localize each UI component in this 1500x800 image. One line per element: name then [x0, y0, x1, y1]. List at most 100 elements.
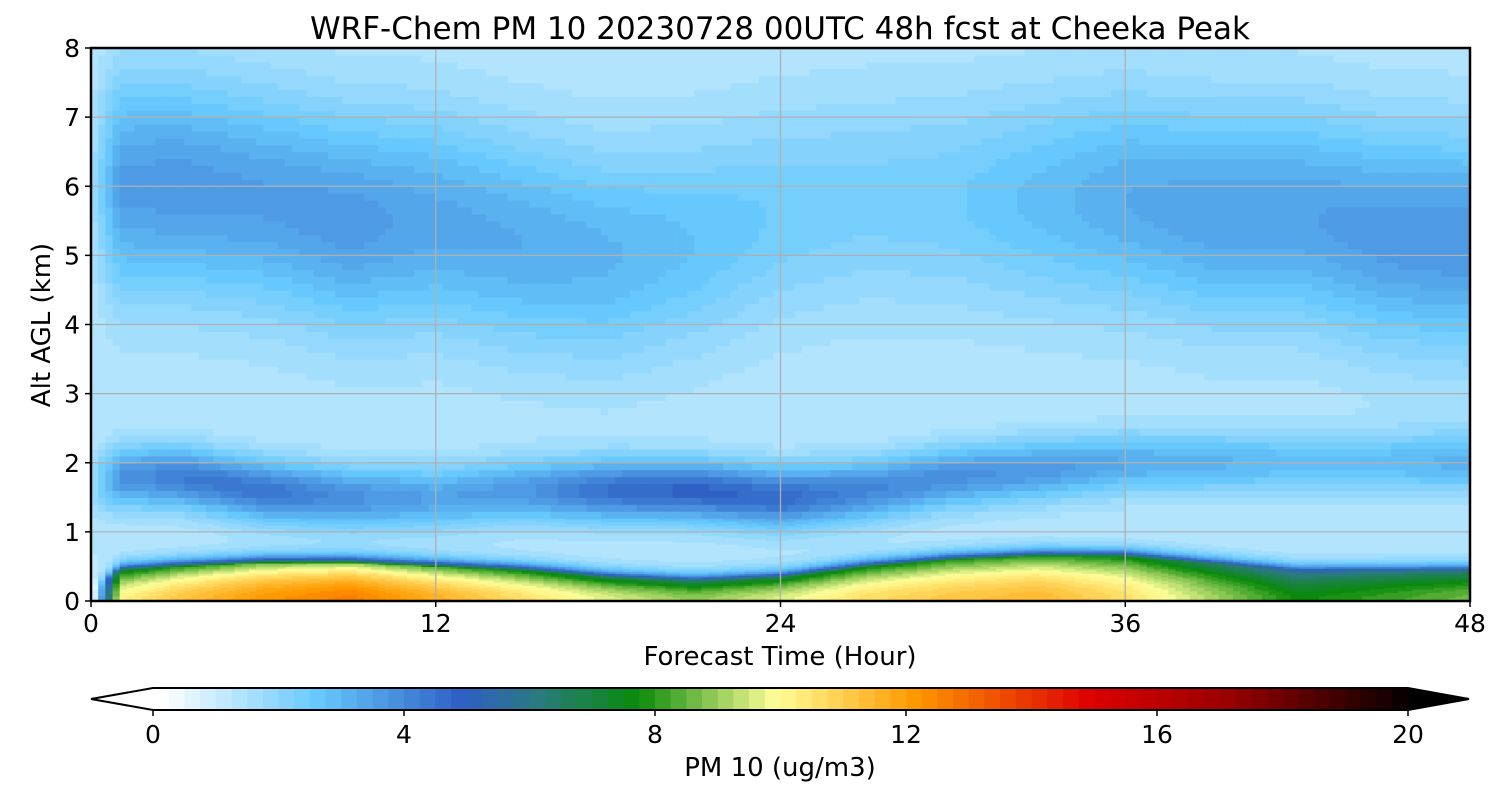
heat-cell	[285, 394, 293, 402]
heat-cell	[256, 89, 264, 97]
heat-cell	[163, 276, 171, 284]
heat-cell	[134, 380, 142, 388]
heat-cell	[134, 276, 142, 284]
heat-cell	[328, 449, 336, 457]
heat-cell	[321, 497, 329, 505]
heat-cell	[227, 297, 235, 305]
heat-cell	[385, 172, 393, 180]
heat-cell	[256, 504, 264, 512]
heat-cell	[134, 96, 142, 104]
heat-cell	[335, 186, 343, 194]
heat-cell	[357, 214, 365, 222]
heat-cell	[249, 331, 257, 339]
heat-cell	[328, 89, 336, 97]
heat-cell	[271, 449, 279, 457]
heat-cell	[170, 152, 178, 160]
heat-cell	[306, 490, 314, 498]
heat-cell	[242, 55, 250, 63]
heat-cell	[292, 103, 300, 111]
heat-cell	[285, 442, 293, 450]
heat-cell	[148, 463, 156, 471]
heat-cell	[285, 352, 293, 360]
heat-cell	[105, 407, 113, 415]
heat-cell	[227, 207, 235, 215]
heat-cell	[148, 69, 156, 77]
heat-cell	[299, 304, 307, 312]
heat-cell	[184, 138, 192, 146]
heat-cell	[105, 483, 113, 491]
heat-cell	[134, 283, 142, 291]
heat-cell	[256, 338, 264, 346]
heat-cell	[292, 359, 300, 367]
heat-cell	[141, 470, 149, 478]
heat-cell	[321, 124, 329, 132]
heat-cell	[292, 428, 300, 436]
heat-cell	[385, 359, 393, 367]
heat-cell	[285, 373, 293, 381]
heat-cell	[184, 304, 192, 312]
heat-cell	[163, 228, 171, 236]
heat-cell	[148, 214, 156, 222]
heat-cell	[378, 103, 386, 111]
heat-cell	[263, 359, 271, 367]
heat-cell	[342, 283, 350, 291]
heat-cell	[378, 352, 386, 360]
heat-cell	[385, 89, 393, 97]
heat-cell	[105, 504, 113, 512]
heat-cell	[285, 228, 293, 236]
heat-cell	[314, 449, 322, 457]
heat-cell	[271, 283, 279, 291]
heat-cell	[321, 511, 329, 519]
heat-cell	[213, 490, 221, 498]
heat-cell	[285, 96, 293, 104]
heat-cell	[306, 435, 314, 443]
heat-cell	[98, 138, 106, 146]
heat-cell	[378, 242, 386, 250]
heat-cell	[278, 145, 286, 153]
heat-cell	[271, 69, 279, 77]
heat-cell	[184, 331, 192, 339]
heat-cell	[278, 69, 286, 77]
heat-cell	[249, 262, 257, 270]
heat-cell	[256, 172, 264, 180]
heat-cell	[120, 145, 128, 153]
heat-cell	[350, 359, 358, 367]
heat-cell	[385, 83, 393, 91]
heat-cell	[271, 235, 279, 243]
heat-cell	[306, 483, 314, 491]
heat-cell	[113, 401, 121, 409]
heat-cell	[98, 83, 106, 91]
heat-cell	[213, 138, 221, 146]
heat-cell	[256, 331, 264, 339]
heat-cell	[105, 138, 113, 146]
heat-cell	[199, 166, 207, 174]
heat-cell	[321, 55, 329, 63]
heat-cell	[278, 414, 286, 422]
heat-cell	[342, 55, 350, 63]
heat-cell	[192, 421, 200, 429]
heat-cell	[105, 269, 113, 277]
heat-cell	[385, 511, 393, 519]
heat-cell	[177, 483, 185, 491]
heat-cell	[213, 186, 221, 194]
heat-cell	[314, 221, 322, 229]
heat-cell	[278, 138, 286, 146]
heat-cell	[113, 442, 121, 450]
heat-cell	[206, 89, 214, 97]
heat-cell	[170, 55, 178, 63]
heat-cell	[263, 414, 271, 422]
heat-cell	[235, 345, 243, 353]
heat-cell	[306, 276, 314, 284]
heat-cell	[306, 304, 314, 312]
heat-cell	[192, 352, 200, 360]
heat-cell	[335, 373, 343, 381]
heat-cell	[184, 103, 192, 111]
heat-cell	[314, 297, 322, 305]
heat-cell	[148, 338, 156, 346]
heat-cell	[235, 352, 243, 360]
heat-cell	[156, 352, 164, 360]
heat-cell	[242, 159, 250, 167]
heat-cell	[242, 166, 250, 174]
heat-cell	[192, 166, 200, 174]
heat-cell	[192, 477, 200, 485]
